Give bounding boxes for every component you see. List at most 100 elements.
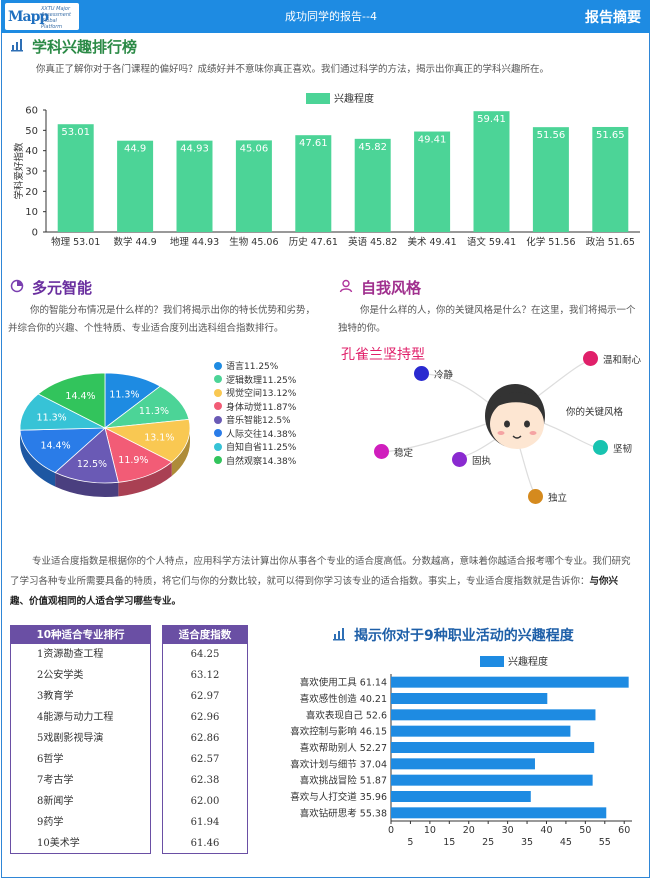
y-tick-label: 60 (25, 106, 38, 117)
x-tick-label: 语文 59.41 (467, 236, 516, 248)
legend-label: 语言11.25% (226, 362, 279, 373)
style-intro: 你是什么样的人，你的关键风格是什么？在这里，我们将揭示一个独特的你。 (338, 305, 636, 334)
legend-dot (214, 442, 222, 451)
major-rank-row: 6哲学 (37, 754, 64, 765)
legend-label: 兴趣程度 (508, 655, 548, 668)
interest-intro: 你真正了解你对于各门课程的偏好吗？成绩好并不意味你真正喜欢。我们通过科学的方法，… (36, 64, 550, 75)
x-tick-label: 地理 44.93 (170, 236, 219, 248)
major-score-row: 63.12 (190, 670, 220, 681)
bar-value-label: 53.01 (61, 127, 90, 138)
legend-dot (214, 388, 222, 397)
style-type-label: 孔雀兰坚持型 (341, 347, 425, 363)
y-tick-label: 喜欢使用工具 61.14 (300, 677, 387, 689)
node-dot (593, 440, 608, 455)
legend-label: 身体动觉11.87% (226, 402, 297, 413)
major-rank-row: 9药学 (37, 817, 64, 828)
bar (391, 774, 593, 786)
bar-value-label: 47.61 (299, 138, 328, 149)
bar-value-label: 59.41 (477, 114, 506, 125)
major-score-row: 62.86 (190, 733, 220, 744)
x-tick-label: 15 (443, 837, 455, 848)
major-score-row: 62.57 (190, 754, 220, 765)
y-tick-label: 喜欢与人打交道 35.96 (290, 791, 387, 803)
legend-item: 自知自省11.25% (214, 440, 296, 454)
style-node-stable: 稳定 (374, 444, 413, 459)
legend-label: 自知自省11.25% (226, 443, 297, 454)
major-score-row: 62.97 (190, 691, 220, 702)
pie-slice (103, 418, 191, 463)
pie-slice-label: 11.3% (109, 389, 139, 400)
bar-value-label: 51.65 (596, 130, 625, 141)
pie-slice-side (20, 430, 56, 487)
node-dot (452, 452, 467, 467)
x-tick-label: 60 (618, 825, 630, 836)
bar (391, 742, 595, 753)
x-tick-label: 英语 45.82 (348, 236, 397, 248)
node-label: 独立 (548, 492, 568, 504)
bar (391, 709, 596, 721)
major-score-row: 62.38 (190, 775, 220, 786)
bar-value-label: 44.9 (124, 144, 146, 155)
bar (391, 758, 535, 770)
bar-chart-icon (333, 628, 345, 641)
bar (391, 693, 548, 704)
x-tick-label: 30 (502, 825, 514, 836)
header-bar: Mapp XXTU Major Assessment Global Platfo… (1, 0, 650, 33)
major-score-header: 适合度指数 (163, 626, 247, 644)
y-tick-label: 喜欢计划与细节 37.04 (290, 758, 387, 770)
legend-label: 音乐智能12.5% (226, 416, 291, 427)
legend-item: 自然观察14.38% (214, 454, 296, 468)
major-rank-row: 8新闻学 (37, 796, 74, 807)
pie-slice-label: 14.4% (65, 391, 95, 402)
node-dot (528, 489, 543, 504)
y-tick-label: 喜欢挑战冒险 51.87 (300, 775, 387, 787)
bar (295, 135, 332, 232)
x-tick-label: 25 (482, 837, 494, 848)
x-tick-label: 美术 49.41 (407, 236, 456, 248)
y-tick-label: 20 (25, 187, 38, 198)
node-dot (374, 444, 389, 459)
legend-dot (214, 375, 222, 384)
major-rank-row: 2公安学类 (37, 670, 84, 681)
pie-slice (54, 427, 119, 484)
x-tick-label: 数学 44.9 (114, 236, 157, 248)
pie-slice (37, 372, 106, 429)
style-node-stubborn: 固执 (452, 452, 491, 467)
major-score-row: 64.25 (190, 649, 220, 660)
x-tick-label: 化学 51.56 (526, 236, 575, 248)
pie-slice (104, 427, 173, 483)
bar (176, 140, 213, 232)
x-tick-label: 10 (424, 825, 436, 836)
major-rank-row: 10美术学 (37, 838, 80, 849)
y-tick-label: 0 (32, 228, 38, 239)
y-tick-label: 喜欢帮助别人 52.27 (300, 742, 387, 754)
bar (414, 131, 451, 232)
style-node-calm: 冷静 (414, 366, 453, 381)
pie-slice (19, 427, 107, 473)
subject-interest-chart: 兴趣程度 0 10 20 30 40 50 60 学科爱好指数 53.01 物理 53.01 44.9… (13, 92, 640, 248)
style-node-tough: 坚韧 (593, 440, 632, 455)
x-tick-label: 物理 53.01 (51, 236, 100, 248)
logo: Mapp XXTU Major Assessment Global Platfo… (5, 3, 79, 30)
major-score-table: 适合度指数 64.25 63.12 62.97 62.96 62.86 62.57 62.3… (162, 625, 248, 854)
bar (117, 140, 154, 232)
style-center-label: 你的关键风格 (566, 407, 624, 418)
pie-slice-label: 14.4% (40, 441, 70, 452)
style-diagram (381, 359, 599, 496)
legend-label: 兴趣程度 (334, 92, 374, 105)
legend-label: 视觉空间13.12% (226, 389, 297, 400)
bar (473, 111, 510, 232)
x-tick-label: 55 (599, 837, 611, 848)
legend-dot (214, 402, 222, 411)
career-interest-chart: 兴趣程度 0 10 20 30 40 50 60 5 15 25 35 45 55 喜欢使用工具 61.14… (290, 655, 632, 848)
pie-chart-icon (10, 279, 24, 293)
bar-value-label: 45.06 (240, 143, 269, 154)
legend-label: 自然观察14.38% (226, 456, 297, 467)
x-tick-label: 50 (579, 825, 591, 836)
node-dot (414, 366, 429, 381)
x-tick-label: 0 (388, 825, 394, 836)
bar-value-label: 51.56 (537, 130, 566, 141)
y-tick-label: 喜欢感性创造 40.21 (300, 693, 387, 705)
node-label: 温和耐心 (603, 354, 642, 366)
major-rank-row: 5戏剧影视导演 (37, 733, 104, 744)
